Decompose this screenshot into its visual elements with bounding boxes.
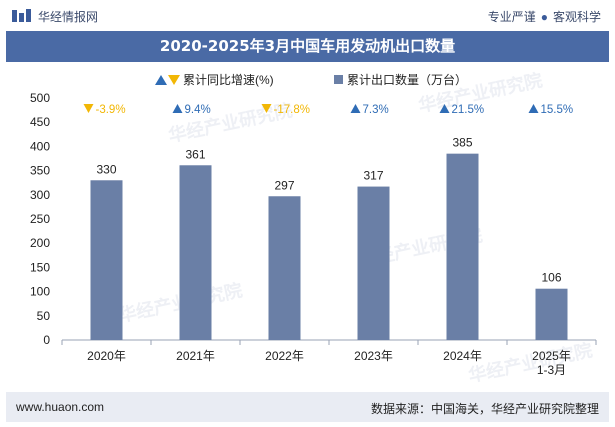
x-tick-label: 2024年: [443, 349, 482, 363]
bar: [535, 288, 568, 340]
brand-name: 华经情报网: [38, 10, 99, 24]
growth-label: 15.5%: [541, 104, 574, 116]
dot-icon: ●: [540, 10, 548, 24]
legend-series-label: 累计出口数量（万台）: [347, 72, 467, 87]
logo-icon: [12, 9, 31, 22]
y-tick-label: 150: [30, 260, 50, 274]
growth-up-triangle: [528, 104, 539, 113]
footer-url: www.huaon.com: [16, 400, 105, 414]
growth-label: -3.9%: [96, 104, 126, 116]
growth-label: 21.5%: [452, 104, 485, 116]
y-tick-label: 400: [30, 139, 50, 153]
growth-label: 7.3%: [363, 104, 389, 116]
bar-value-label: 317: [363, 169, 383, 183]
y-tick-label: 50: [37, 309, 51, 323]
x-tick-label: 2021年: [176, 349, 215, 363]
bar: [268, 196, 301, 340]
footer-source: 数据来源：中国海关，华经产业研究院整理: [370, 402, 599, 416]
y-tick-label: 450: [30, 115, 50, 129]
growth-down-triangle: [261, 104, 272, 113]
chart: 华经产业研究院华经产业研究院华经产业研究院华经产业研究院华经产业研究院www.h…: [30, 69, 597, 392]
y-tick-label: 500: [30, 91, 50, 105]
legend-series-swatch: [334, 75, 343, 84]
growth-label: -17.8%: [274, 104, 310, 116]
x-tick-label: 2023年: [354, 349, 393, 363]
y-tick-label: 0: [43, 333, 50, 347]
bar-value-label: 330: [96, 162, 116, 176]
x-tick-label: 1-3月: [537, 363, 566, 377]
y-tick-label: 300: [30, 188, 50, 202]
bar: [90, 180, 123, 340]
x-tick-label: 2022年: [265, 349, 304, 363]
tagline: 专业严谨 ● 客观科学: [488, 8, 601, 25]
y-tick-label: 250: [30, 212, 50, 226]
tagline-right: 客观科学: [552, 10, 601, 24]
tagline-left: 专业严谨: [487, 10, 536, 24]
chart-title: 2020-2025年3月中国车用发动机出口数量: [159, 37, 456, 55]
title-bar: 2020-2025年3月中国车用发动机出口数量: [6, 31, 609, 62]
y-tick-label: 350: [30, 164, 50, 178]
growth-label: 9.4%: [185, 104, 211, 116]
legend-growth-label: 累计同比增速(%): [183, 73, 274, 87]
legend-up-triangle: [155, 75, 167, 85]
top-bar: 华经情报网 专业严谨 ● 客观科学: [0, 0, 615, 31]
watermark-text: 华经产业研究院: [466, 339, 594, 386]
growth-up-triangle: [350, 104, 361, 113]
watermark-url: www.huaon.com: [479, 391, 561, 392]
legend-down-triangle: [168, 75, 180, 85]
bar: [179, 165, 212, 340]
bar-value-label: 361: [185, 147, 205, 161]
x-tick-label: 2025年: [532, 349, 571, 363]
x-tick-label: 2020年: [87, 349, 126, 363]
y-tick-label: 100: [30, 285, 50, 299]
bar-value-label: 385: [452, 136, 472, 150]
y-tick-label: 200: [30, 236, 50, 250]
bar: [357, 186, 390, 340]
growth-up-triangle: [439, 104, 450, 113]
growth-up-triangle: [172, 104, 183, 113]
growth-down-triangle: [83, 104, 94, 113]
footer: www.huaon.com 数据来源：中国海关，华经产业研究院整理: [6, 392, 609, 422]
bar: [446, 153, 479, 340]
bar-value-label: 106: [541, 271, 561, 285]
bar-value-label: 297: [274, 178, 294, 192]
